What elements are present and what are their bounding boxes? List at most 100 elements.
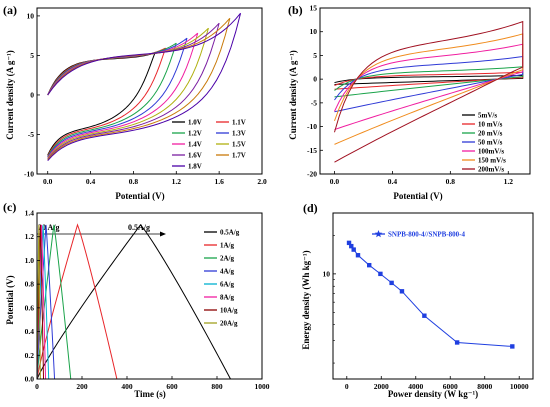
d-x-tick-label: 8000 [477,382,492,391]
c-x-tick-label: 600 [166,382,178,391]
c-x-tick-label: 0 [35,382,39,391]
b-legend-label: 200mV/s [478,166,504,174]
a-y-tick-label: -10 [24,170,34,179]
d-data-point [389,280,394,286]
c-series-line [36,224,50,380]
c-y-tick-label: 1.2 [25,232,35,241]
c-series-group [36,223,231,380]
b-legend-label: 100mV/s [478,148,504,156]
a-legend-label: 1.5V [232,141,246,149]
b-legend-label: 20 mV/s [478,130,503,138]
d-x-tick-label: 6000 [443,382,458,391]
b-ylabel: Current density (A g⁻¹) [288,50,298,140]
c-legend-label: 8A/g [220,294,235,302]
panel-label-a: (a) [3,3,17,17]
a-legend-label: 1.1V [232,119,246,127]
a-x-tick-label: 1.2 [172,177,182,186]
c-legend-label: 20A/g [220,320,238,328]
d-data-point [349,243,354,249]
d-legend-label: SNPB-800-4//SNPB-800-4 [388,231,466,239]
d-y-tick-label: 10 [323,269,331,278]
a-legend-label: 1.2V [188,130,202,138]
d-data-point [346,240,352,246]
panel-label-d: (d) [303,201,318,215]
a-x-tick-label: 1.6 [214,177,224,186]
b-x-tick-label: 0.8 [446,177,456,186]
a-series-line [47,17,231,161]
d-data-point [399,289,405,294]
a-y-tick-label: -5 [28,130,34,139]
a-x-tick-label: 0.8 [129,177,139,186]
c-series-line [36,223,118,380]
b-y-tick-label: -15 [307,146,317,155]
c-legend-label: 0.5A/g [220,229,240,237]
c-legend-label: 4A/g [220,268,235,276]
b-legend-label: 5mV/s [478,112,497,120]
b-y-tick-label: -5 [311,98,317,107]
c-legend-label: 10A/g [220,307,238,315]
b-y-tick-label: -10 [307,122,317,131]
c-y-tick-label: 0.0 [25,375,35,384]
b-x-tick-label: 1.2 [504,177,514,186]
c-x-tick-label: 200 [76,382,88,391]
d-x-tick-label: 2000 [374,382,389,391]
panel-label-c: (c) [3,200,16,214]
b-y-tick-label: 10 [310,27,318,36]
b-series-group [334,20,524,163]
b-xlabel: Potential (V) [393,191,442,201]
c-y-tick-label: 1.0 [25,256,35,265]
d-legend-marker [374,230,383,238]
b-y-tick-label: 15 [310,4,318,13]
c-y-tick-label: 0.2 [25,351,35,360]
d-data-point [510,344,515,349]
b-series-line [334,55,524,113]
d-data-point [351,247,356,252]
a-legend-label: 1.4V [188,141,202,149]
b-series-line [334,20,524,163]
d-x-tick-label: 4000 [408,382,423,391]
c-legend-label: 6A/g [220,281,235,289]
a-ylabel: Current density (A g⁻¹) [5,50,15,140]
c-series-line [36,224,231,380]
b-legend-label: 150 mV/s [478,157,506,165]
d-series-line [348,242,513,347]
b-x-tick-label: 0.0 [330,177,340,186]
c-x-tick-label: 800 [211,382,223,391]
a-y-tick-label: 5 [30,51,34,60]
a-x-tick-label: 0.0 [43,177,53,186]
a-legend-label: 1.7V [232,152,246,160]
a-x-tick-label: 0.4 [86,177,96,186]
c-x-tick-label: 1000 [255,382,270,391]
a-series-line [47,12,242,162]
a-y-tick-label: 0 [30,90,34,99]
c-legend-label: 2A/g [220,255,235,263]
a-legend-label: 1.8V [188,163,202,171]
d-plot-frame [332,212,534,380]
b-plot-frame [319,7,531,175]
c-annotation-arrowhead [160,231,166,237]
b-y-tick-label: -20 [307,170,317,179]
d-x-tick-label: 0 [345,382,349,391]
d-data-point [454,340,460,345]
a-series-group [47,12,242,162]
b-y-tick-label: 0 [313,75,317,84]
d-ylabel: Energy density (Wh kg⁻¹) [301,250,311,349]
c-y-tick-label: 1.4 [25,209,35,218]
c-ylabel: Potential (V) [5,275,15,324]
d-x-tick-label: 10000 [510,382,529,391]
c-y-tick-label: 0.6 [25,303,35,312]
panel-label-b: (b) [288,3,303,17]
b-legend-label: 10 mV/s [478,121,503,129]
a-y-tick-label: 10 [27,11,35,20]
a-legend-label: 1.0V [188,119,202,127]
a-legend-label: 1.6V [188,152,202,160]
c-x-tick-label: 400 [121,382,133,391]
b-legend-label: 50 mV/s [478,139,503,147]
a-plot-frame [36,7,263,175]
c-xlabel: Time (s) [134,389,166,399]
c-annotation-20ag: 20 A/g [38,223,60,232]
d-data-point [378,271,383,277]
d-xlabel: Power density (W kg⁻¹) [388,389,478,399]
d-data-point [422,313,427,318]
